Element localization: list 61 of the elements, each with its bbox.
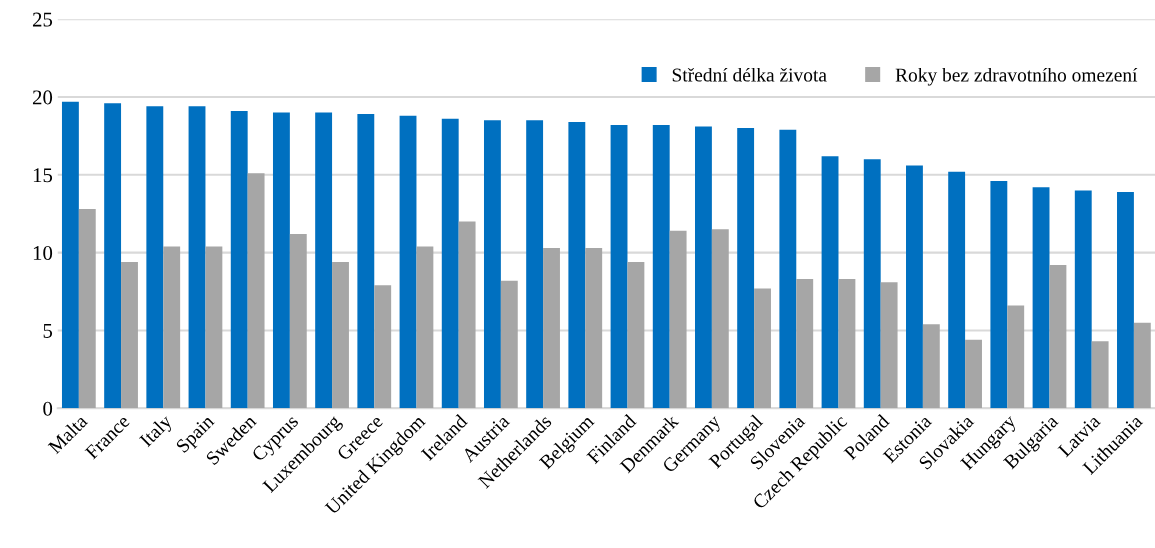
bar bbox=[669, 230, 687, 409]
y-tick-label: 0 bbox=[43, 401, 53, 416]
bar bbox=[1007, 305, 1025, 409]
bar bbox=[526, 120, 544, 409]
bar bbox=[627, 261, 645, 409]
bar bbox=[652, 125, 670, 409]
bar bbox=[906, 165, 923, 409]
bar bbox=[500, 280, 518, 409]
bar bbox=[754, 288, 771, 409]
bar bbox=[1074, 190, 1092, 409]
x-tick-label: Italy bbox=[138, 413, 176, 451]
bar bbox=[695, 126, 712, 409]
bar bbox=[965, 339, 982, 409]
y-tick-label: 20 bbox=[32, 90, 53, 105]
bar bbox=[737, 128, 755, 409]
bar bbox=[146, 106, 164, 409]
bar bbox=[990, 181, 1008, 409]
legend-label: Roky bez zdravotního omezení bbox=[895, 67, 1138, 86]
bar bbox=[1117, 191, 1134, 409]
bar bbox=[61, 101, 79, 409]
bar bbox=[230, 111, 248, 409]
bar bbox=[1032, 187, 1050, 409]
bar bbox=[78, 209, 96, 409]
bar bbox=[863, 159, 881, 409]
bar bbox=[948, 171, 966, 409]
bar bbox=[838, 279, 856, 409]
bar bbox=[357, 114, 375, 409]
y-tick-label: 5 bbox=[43, 324, 53, 338]
bar bbox=[821, 156, 839, 409]
bar bbox=[543, 247, 560, 409]
bar bbox=[1049, 265, 1067, 409]
bar bbox=[922, 324, 940, 409]
bar bbox=[272, 112, 290, 409]
bar bbox=[1091, 341, 1109, 409]
bar bbox=[188, 106, 206, 409]
bar bbox=[441, 118, 459, 409]
bar bbox=[796, 279, 814, 409]
bar bbox=[163, 246, 181, 409]
bar bbox=[205, 246, 223, 409]
bar bbox=[332, 261, 349, 409]
bar bbox=[880, 282, 898, 409]
bar bbox=[1133, 322, 1151, 409]
bar bbox=[289, 233, 307, 409]
bar bbox=[374, 285, 392, 409]
bar bbox=[416, 246, 434, 409]
bar bbox=[779, 129, 797, 409]
bar bbox=[399, 115, 417, 409]
bar bbox=[315, 112, 333, 409]
legend-label: Střední délka života bbox=[672, 67, 827, 82]
bar bbox=[568, 121, 586, 409]
bar bbox=[104, 103, 122, 409]
bar bbox=[610, 125, 628, 409]
y-tick-label: 25 bbox=[32, 12, 53, 27]
bar bbox=[711, 229, 729, 409]
y-tick-label: 10 bbox=[33, 246, 53, 261]
bar bbox=[458, 221, 476, 409]
bar bbox=[121, 261, 138, 409]
y-tick-label: 15 bbox=[33, 168, 53, 183]
bar bbox=[585, 247, 603, 409]
bar bbox=[247, 173, 265, 409]
bar bbox=[483, 120, 501, 409]
